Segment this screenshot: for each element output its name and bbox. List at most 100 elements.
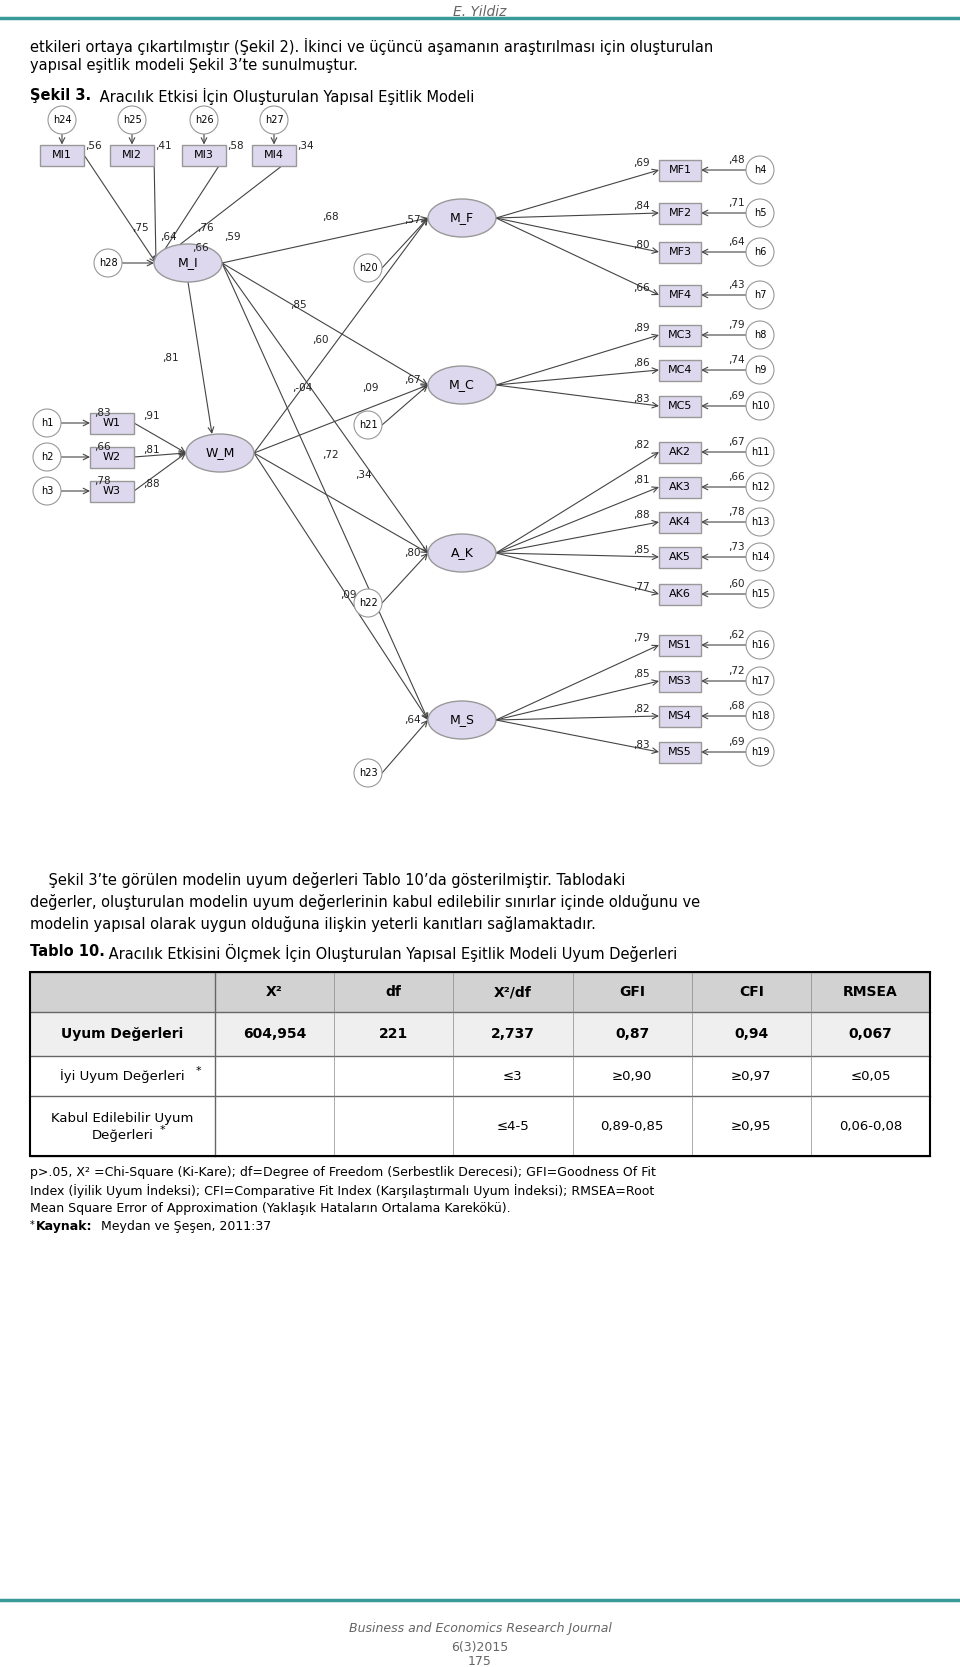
Text: h26: h26 [195,115,213,125]
Text: CFI: CFI [739,985,764,999]
Ellipse shape [354,758,382,787]
Text: *: * [30,1220,35,1230]
Text: Şekil 3.: Şekil 3. [30,88,91,103]
Text: ≥0,95: ≥0,95 [731,1120,772,1132]
Text: 2,737: 2,737 [491,1027,535,1040]
Text: MF3: MF3 [668,247,691,257]
Text: h15: h15 [751,588,769,598]
Text: ,56: ,56 [84,142,102,152]
Bar [659,705,701,727]
Text: *: * [196,1065,202,1075]
Text: ,72: ,72 [728,667,744,677]
Text: ,48: ,48 [728,155,744,165]
Bar [30,972,930,1012]
Text: ,73: ,73 [728,542,744,552]
Text: etkileri ortaya çıkartılmıştır (Şekil 2). İkinci ve üçüncü aşamanın araştırılmas: etkileri ortaya çıkartılmıştır (Şekil 2)… [30,38,713,55]
Text: MC4: MC4 [668,365,692,375]
Text: h18: h18 [751,712,769,722]
Text: M_F: M_F [450,212,474,225]
Ellipse shape [746,392,774,420]
Text: M_I: M_I [178,257,199,270]
Text: ,81: ,81 [633,475,649,485]
Text: değerler, oluşturulan modelin uyum değerlerinin kabul edilebilir sınırlar içinde: değerler, oluşturulan modelin uyum değer… [30,894,700,910]
Text: ,85: ,85 [290,300,306,310]
Text: ,83: ,83 [633,393,649,403]
Text: h7: h7 [754,290,766,300]
Text: GFI: GFI [619,985,645,999]
Text: ,77: ,77 [633,582,649,592]
Text: ,82: ,82 [633,440,649,450]
Text: ,78: ,78 [94,477,110,487]
Text: Şekil 3’te görülen modelin uyum değerleri Tablo 10’da gösterilmiştir. Tablodaki: Şekil 3’te görülen modelin uyum değerler… [30,872,625,889]
Text: MC3: MC3 [668,330,692,340]
Bar [90,447,134,467]
Text: ,75: ,75 [132,223,148,233]
Ellipse shape [746,357,774,383]
Text: AK5: AK5 [669,552,691,562]
Text: ,69: ,69 [728,392,744,402]
Text: ,86: ,86 [633,358,649,368]
Text: h22: h22 [359,598,377,608]
Bar [659,635,701,655]
Bar [659,202,701,223]
Text: ,80: ,80 [633,240,649,250]
Text: h28: h28 [99,258,117,268]
Ellipse shape [746,543,774,572]
Text: ,72: ,72 [322,450,338,460]
Text: *: * [159,1125,165,1135]
Text: ,84: ,84 [633,202,649,212]
Ellipse shape [154,243,222,282]
Text: Index (İyilik Uyum İndeksi); CFI=Comparative Fit Index (Karşılaştırmalı Uyum İnd: Index (İyilik Uyum İndeksi); CFI=Compara… [30,1184,655,1199]
Bar [659,395,701,417]
Text: Meydan ve Şeşen, 2011:37: Meydan ve Şeşen, 2011:37 [97,1220,272,1234]
Text: MS3: MS3 [668,677,692,687]
Text: ,66: ,66 [94,442,110,452]
Text: ,85: ,85 [633,668,649,678]
Text: ,88: ,88 [633,510,649,520]
Bar [659,742,701,762]
Ellipse shape [428,367,496,403]
Text: Aracılık Etkisini Ölçmek İçin Oluşturulan Yapısal Eşitlik Modeli Uyum Değerleri: Aracılık Etkisini Ölçmek İçin Oluşturula… [104,944,677,962]
Text: MF4: MF4 [668,290,691,300]
Text: ,59: ,59 [224,232,240,242]
Text: ,81: ,81 [161,353,179,363]
Bar [659,285,701,305]
Text: AK3: AK3 [669,482,691,492]
Ellipse shape [33,408,61,437]
Text: h14: h14 [751,552,769,562]
Text: ,68: ,68 [322,212,338,222]
Bar [659,360,701,380]
Text: W3: W3 [103,487,121,497]
Text: ,34: ,34 [297,142,313,152]
Text: ,82: ,82 [633,703,649,713]
Text: Mean Square Error of Approximation (Yaklaşık Hataların Ortalama Karekökü).: Mean Square Error of Approximation (Yakl… [30,1202,511,1215]
Text: ≥0,90: ≥0,90 [612,1070,652,1082]
Text: ,64: ,64 [404,715,420,725]
Text: MS4: MS4 [668,712,692,722]
Text: h25: h25 [123,115,141,125]
Text: ,83: ,83 [633,740,649,750]
Text: h1: h1 [41,418,53,428]
Text: 604,954: 604,954 [243,1027,306,1040]
Ellipse shape [48,107,76,133]
Ellipse shape [746,282,774,308]
Bar [252,145,296,165]
Text: ,43: ,43 [728,280,744,290]
Text: h17: h17 [751,677,769,687]
Bar [659,477,701,497]
Ellipse shape [118,107,146,133]
Text: 221: 221 [379,1027,408,1040]
Text: 0,89-0,85: 0,89-0,85 [600,1120,663,1132]
Text: h20: h20 [359,263,377,273]
Text: ,71: ,71 [728,198,744,208]
Bar [110,145,154,165]
Text: 0,87: 0,87 [615,1027,649,1040]
Bar [30,1095,930,1155]
Text: ≤3: ≤3 [503,1070,523,1082]
Text: Aracılık Etkisi İçin Oluşturulan Yapısal Eşitlik Modeli: Aracılık Etkisi İçin Oluşturulan Yapısal… [95,88,474,105]
Ellipse shape [746,473,774,502]
Text: 6(3)2015: 6(3)2015 [451,1640,509,1654]
Text: W2: W2 [103,452,121,462]
Ellipse shape [428,198,496,237]
Bar [90,480,134,502]
